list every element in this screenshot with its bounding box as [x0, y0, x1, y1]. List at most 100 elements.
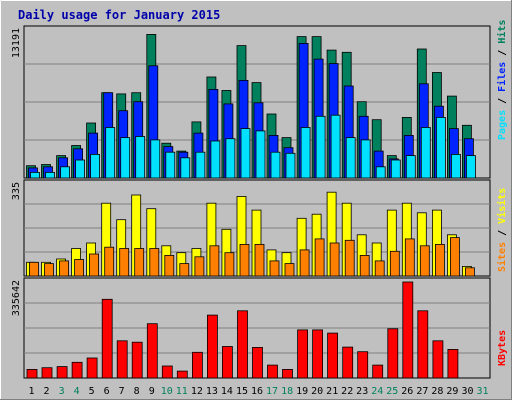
hits-panel-legend: Pages / Files / Hits [496, 20, 508, 140]
x-tick-label-day-29: 29 [446, 386, 458, 397]
hits-panel-bar-pages-day-17 [270, 151, 281, 179]
x-tick-label-day-19: 19 [296, 386, 308, 397]
hits-panel-bar-pages-day-4 [75, 159, 85, 179]
x-tick-label-day-22: 22 [341, 386, 353, 397]
kbytes-panel-bar-kbytes-day-3 [56, 366, 68, 379]
hits-panel-bar-pages-day-29 [450, 153, 461, 179]
x-tick-label-day-10: 10 [161, 386, 173, 397]
kbytes-panel-bar-kbytes-day-21 [327, 332, 339, 379]
kbytes-panel-bar-kbytes-day-14 [221, 346, 233, 379]
kbytes-panel-bar-kbytes-day-7 [116, 340, 128, 379]
visits-panel-bar-sites-day-7 [119, 248, 130, 277]
x-tick-label-day-23: 23 [356, 386, 368, 397]
kbytes-panel-bar-kbytes-day-11 [176, 370, 188, 379]
hits-panel-bar-pages-day-11 [180, 157, 191, 179]
hits-panel-bar-pages-day-16 [255, 130, 266, 179]
x-tick-label-day-20: 20 [311, 386, 323, 397]
hits-panel-bar-pages-day-7 [120, 137, 131, 179]
x-tick-label-day-2: 2 [43, 386, 49, 397]
hits-panel-bar-pages-day-5 [90, 153, 100, 179]
visits-panel-legend-part: Sites [496, 242, 508, 272]
visits-panel-bar-sites-day-21 [329, 242, 340, 277]
visits-panel: 335 Sites / Visits [11, 179, 508, 277]
visits-panel-bar-sites-day-5 [89, 253, 99, 277]
x-tick-label-day-8: 8 [134, 386, 140, 397]
hits-panel-legend-separator: / [497, 44, 508, 62]
kbytes-panel-bar-kbytes-day-12 [191, 351, 203, 379]
hits-panel-bar-pages-day-21 [330, 114, 341, 179]
visits-panel-bar-sites-day-3 [59, 260, 69, 277]
hits-panel-legend-part: Hits [496, 20, 508, 44]
chart-title: Daily usage for January 2015 [18, 8, 220, 22]
x-tick-label-day-3: 3 [59, 386, 65, 397]
kbytes-panel-bar-kbytes-day-24 [372, 364, 384, 379]
kbytes-panel-bar-kbytes-day-19 [297, 329, 309, 379]
x-tick-label-day-6: 6 [104, 386, 110, 397]
x-tick-label-day-7: 7 [119, 386, 125, 397]
visits-panel-bar-sites-day-8 [134, 248, 145, 277]
kbytes-panel-bar-kbytes-day-29 [447, 348, 459, 379]
hits-panel-bar-pages-day-13 [210, 140, 221, 179]
hits-panel-max-label: 13191 [11, 28, 22, 58]
kbytes-panel-bar-kbytes-day-15 [237, 310, 248, 379]
visits-panel-bar-sites-day-18 [284, 263, 295, 277]
x-tick-label-day-12: 12 [191, 386, 203, 397]
visits-panel-bar-sites-day-23 [359, 254, 370, 277]
visits-panel-bar-sites-day-1 [29, 261, 39, 277]
hits-panel-bar-pages-day-19 [300, 127, 311, 179]
hits-panel-bar-pages-day-15 [240, 128, 251, 179]
x-tick-label-day-17: 17 [266, 386, 278, 397]
visits-panel-bar-sites-day-11 [179, 263, 190, 277]
x-tick-label-day-26: 26 [401, 386, 413, 397]
hits-panel-bar-pages-day-22 [345, 137, 356, 179]
kbytes-panel-bar-kbytes-day-5 [86, 357, 98, 379]
visits-panel-legend-separator: / [497, 224, 508, 242]
visits-panel-bar-sites-day-22 [344, 239, 355, 277]
hits-panel-bar-pages-day-23 [360, 139, 371, 179]
kbytes-panel-bar-kbytes-day-4 [71, 361, 83, 379]
hits-panel-bar-pages-day-26 [405, 155, 416, 179]
x-tick-label-day-9: 9 [149, 386, 155, 397]
kbytes-panel-bar-kbytes-day-10 [161, 365, 173, 379]
x-tick-label-day-5: 5 [89, 386, 95, 397]
visits-panel-bar-sites-day-2 [44, 263, 54, 277]
hits-panel-bar-pages-day-25 [390, 159, 401, 179]
x-tick-label-day-21: 21 [326, 386, 338, 397]
visits-panel-bar-sites-day-19 [299, 249, 310, 277]
kbytes-panel-bar-kbytes-day-8 [131, 341, 143, 379]
x-tick-label-day-31: 31 [476, 386, 488, 397]
visits-panel-bar-sites-day-14 [224, 252, 235, 277]
kbytes-panel-max-label: 335642 [11, 280, 22, 316]
kbytes-panel-legend-part: KBytes [497, 330, 508, 366]
visits-panel-bar-sites-day-6 [104, 246, 115, 277]
kbytes-panel-bar-kbytes-day-26 [402, 281, 414, 379]
kbytes-panel-bar-kbytes-day-13 [206, 314, 218, 379]
hits-panel-bar-pages-day-28 [435, 117, 446, 179]
visits-panel-bar-sites-day-27 [419, 245, 430, 277]
visits-panel-bar-sites-day-28 [434, 243, 445, 277]
x-tick-label-day-18: 18 [281, 386, 293, 397]
visits-panel-legend: Sites / Visits [496, 188, 508, 272]
hits-panel-bar-pages-day-18 [285, 152, 296, 179]
visits-panel-bar-sites-day-20 [314, 238, 325, 277]
x-tick-label-day-1: 1 [28, 386, 34, 397]
kbytes-panel-bar-kbytes-day-17 [267, 364, 278, 379]
kbytes-panel-bar-kbytes-day-16 [252, 346, 263, 379]
hits-panel-bar-pages-day-6 [105, 127, 116, 179]
hits-panel-bar-pages-day-27 [420, 127, 431, 179]
x-axis-day-labels: 1 2 3 4 5 6 7 8 9 10 11 12 13 14 15 16 17 18 19 20 21 22 23 24 2… [28, 386, 488, 397]
hits-panel-bar-pages-day-2 [45, 171, 55, 179]
visits-panel-max-label: 335 [11, 182, 22, 200]
x-tick-label-day-28: 28 [431, 386, 443, 397]
visits-panel-bar-sites-day-17 [269, 260, 280, 277]
hits-panel-bar-pages-day-3 [60, 166, 70, 179]
kbytes-panel-bar-kbytes-day-18 [282, 368, 293, 379]
hits-panel-bar-pages-day-8 [135, 136, 146, 179]
kbytes-panel-bar-kbytes-day-23 [357, 351, 369, 379]
x-tick-label-day-27: 27 [416, 386, 428, 397]
hits-panel-bar-pages-day-10 [165, 151, 176, 179]
visits-panel-bar-sites-day-12 [194, 256, 205, 277]
kbytes-panel-bar-kbytes-day-25 [387, 328, 399, 379]
